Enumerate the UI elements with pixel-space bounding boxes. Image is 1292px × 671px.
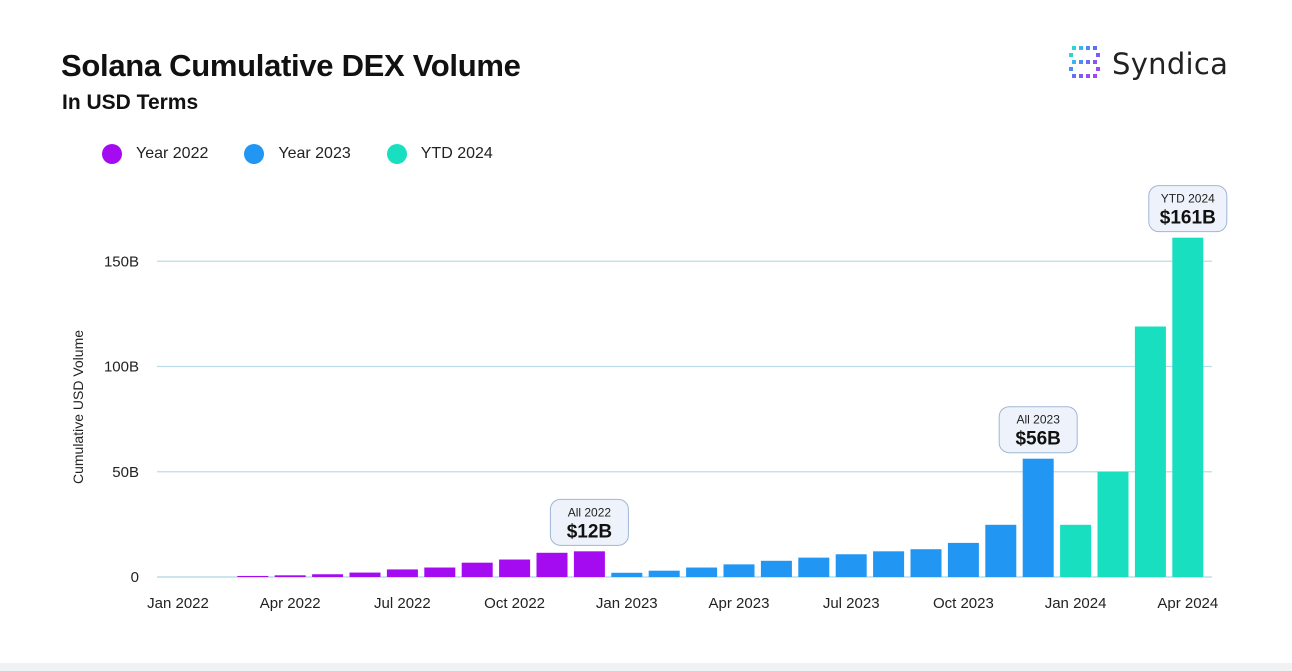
bar-aug-2023 [873, 551, 905, 577]
annotation-callout [998, 406, 1078, 454]
x-tick-label: Apr 2022 [260, 595, 321, 612]
bar-nov-2022 [536, 552, 568, 577]
bar-dec-2022 [573, 551, 605, 577]
x-tick-label: Apr 2024 [1157, 595, 1218, 612]
bar-may-2022 [312, 574, 344, 577]
chart-title: Solana Cumulative DEX Volume [61, 48, 521, 83]
x-tick-label: Jul 2023 [823, 595, 880, 612]
bar-apr-2024 [1172, 237, 1204, 577]
bottom-divider [0, 663, 1292, 671]
legend-label-2022: Year 2022 [136, 145, 209, 162]
syndica-logo-icon [1069, 46, 1100, 78]
bar-jun-2023 [798, 557, 830, 577]
legend-item-2023: Year 2023 [244, 144, 351, 164]
brand-name: Syndica [1112, 47, 1229, 81]
annotation-callout [549, 498, 629, 546]
legend-swatch-2022 [102, 144, 122, 164]
chart-subtitle: In USD Terms [62, 91, 199, 114]
annotation-value: $56B [1015, 429, 1060, 450]
y-tick-label: 50B [112, 464, 139, 481]
legend-label-2024: YTD 2024 [420, 145, 493, 162]
x-tick-label: Jan 2023 [596, 595, 658, 612]
legend-item-2024: YTD 2024 [386, 144, 493, 164]
annotation-label: YTD 2024 [1161, 192, 1215, 206]
y-tick-label: 0 [131, 569, 139, 586]
brand-logo: Syndica [1068, 44, 1228, 84]
bar-sep-2022 [461, 562, 493, 577]
bar-jun-2022 [349, 572, 381, 577]
x-tick-label: Oct 2022 [484, 595, 545, 612]
bar-nov-2023 [985, 524, 1017, 577]
x-tick-label: Apr 2023 [709, 595, 770, 612]
bar-apr-2023 [723, 564, 755, 577]
x-tick-label: Jan 2024 [1045, 595, 1107, 612]
chart-legend: Year 2022 Year 2023 YTD 2024 [102, 144, 493, 164]
bar-mar-2023 [686, 567, 718, 577]
x-tick-label: Jul 2022 [374, 595, 431, 612]
annotation-value: $12B [567, 521, 612, 542]
bar-dec-2023 [1022, 458, 1054, 577]
bar-jul-2023 [835, 554, 867, 577]
bar-feb-2024 [1097, 471, 1129, 577]
x-tick-label: Oct 2023 [933, 595, 994, 612]
bar-jan-2023 [611, 572, 643, 577]
bar-feb-2023 [648, 570, 680, 577]
bar-mar-2024 [1134, 326, 1166, 577]
annotation-value: $161B [1160, 208, 1216, 229]
legend-item-2022: Year 2022 [102, 144, 208, 164]
legend-label-2023: Year 2023 [278, 145, 351, 162]
annotation-label: All 2023 [1017, 413, 1061, 427]
y-tick-label: 150B [104, 253, 139, 270]
annotation-label: All 2022 [568, 505, 612, 519]
bar-aug-2022 [424, 567, 456, 577]
bar-jan-2024 [1060, 524, 1092, 577]
x-tick-label: Jan 2022 [147, 595, 209, 612]
annotation-callout [1148, 185, 1228, 233]
bar-oct-2022 [499, 559, 531, 577]
bar-apr-2022 [274, 575, 306, 577]
bar-sep-2023 [910, 549, 942, 577]
bar-mar-2022 [237, 575, 269, 577]
bar-oct-2023 [947, 542, 979, 577]
y-tick-label: 100B [104, 359, 139, 376]
legend-swatch-2023 [244, 144, 265, 164]
bar-may-2023 [760, 560, 792, 577]
legend-swatch-2024 [386, 144, 407, 164]
bar-jul-2022 [386, 569, 418, 577]
